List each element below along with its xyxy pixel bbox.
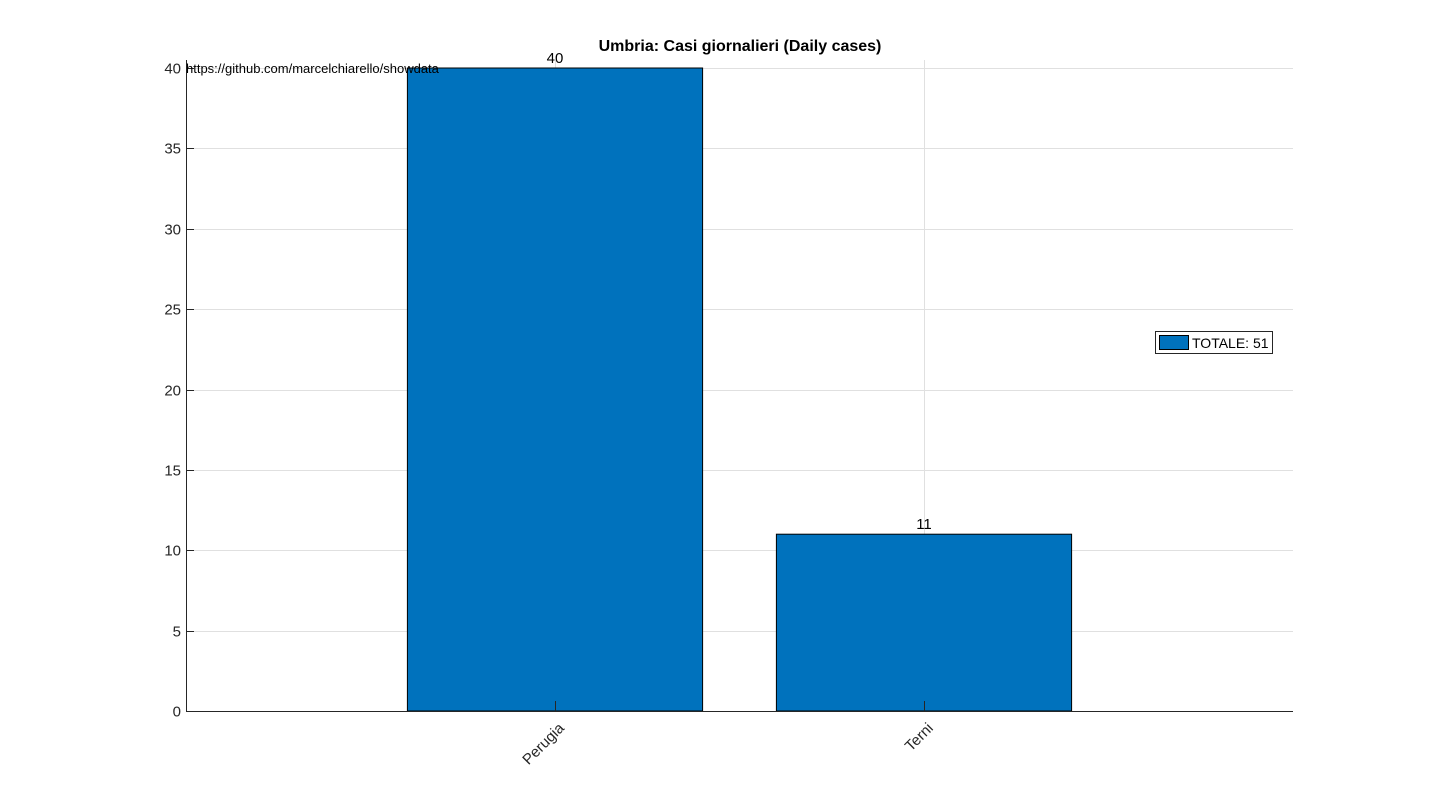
plot-background [186,60,1293,711]
legend-label: TOTALE: 51 [1192,335,1269,351]
data-label: 11 [916,516,932,533]
y-tick-label: 10 [164,543,181,560]
x-tick-label: Perugia [519,719,568,768]
legend-swatch [1159,335,1189,350]
y-tick-label: 30 [164,222,181,239]
bar-terni [775,533,1073,712]
y-tick-label: 15 [164,463,181,480]
y-tick-label: 20 [164,383,181,400]
y-tick-label: 5 [173,624,181,641]
y-tick-label: 35 [164,141,181,158]
y-tick-label: 25 [164,302,181,319]
x-tick-label: Terni [902,720,937,755]
bars [406,67,1073,712]
y-tick-label: 40 [164,61,181,78]
data-labels: 40 11 [547,50,932,533]
source-note: https://github.com/marcelchiarello/showd… [186,61,440,76]
data-label: 40 [547,50,564,67]
bar-perugia [406,67,704,712]
y-tick-label: 0 [173,704,181,721]
axes [186,60,1293,712]
legend: TOTALE: 51 [1155,331,1273,354]
chart-title: Umbria: Casi giornalieri (Daily cases) [599,38,882,55]
